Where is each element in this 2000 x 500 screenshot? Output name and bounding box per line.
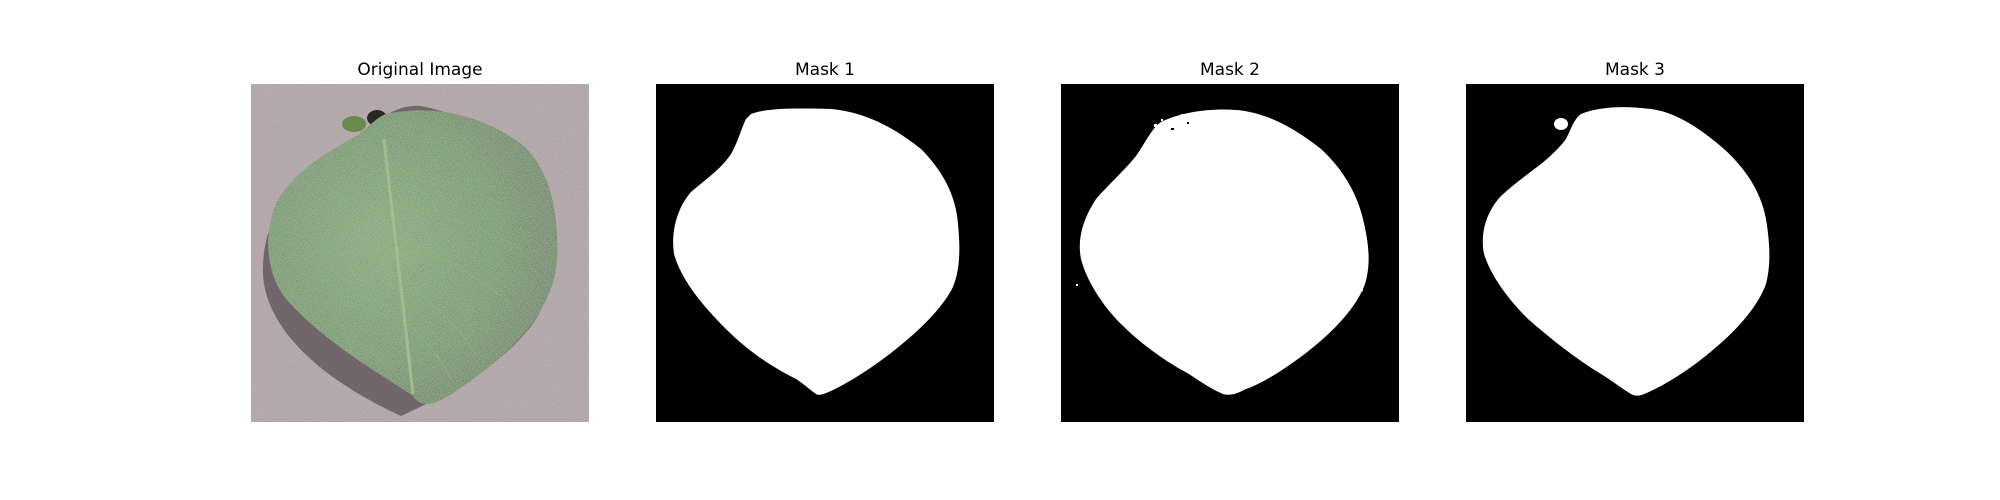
panel-mask-1: Mask 1	[656, 57, 994, 438]
panel-title: Mask 3	[1604, 60, 1665, 80]
mask-leaf-region	[1079, 109, 1369, 395]
panel-mask-2: Mask 2	[1061, 57, 1399, 438]
mask-2-image	[1061, 84, 1399, 422]
panel-title: Mask 2	[1199, 60, 1260, 80]
leaf-midrib	[382, 138, 415, 395]
mask-3-image	[1466, 84, 1804, 422]
mask-leaf-region	[673, 108, 960, 395]
panel-mask-3: Mask 3	[1466, 57, 1804, 438]
original-leaf-photo	[251, 84, 589, 422]
mask-1-image	[656, 84, 994, 422]
leaf-stem-nub	[342, 116, 366, 132]
mask-detached-blob	[1554, 118, 1568, 130]
mask-leaf-region	[1482, 107, 1770, 396]
panel-title: Mask 1	[794, 60, 855, 80]
leaf-veins	[300, 168, 522, 380]
mask-noise-specks	[1076, 114, 1363, 291]
panel-original-image: Original Image	[251, 57, 589, 438]
mask-holes	[1171, 122, 1189, 130]
leaf-blade	[268, 110, 558, 405]
panel-title: Original Image	[357, 60, 483, 80]
